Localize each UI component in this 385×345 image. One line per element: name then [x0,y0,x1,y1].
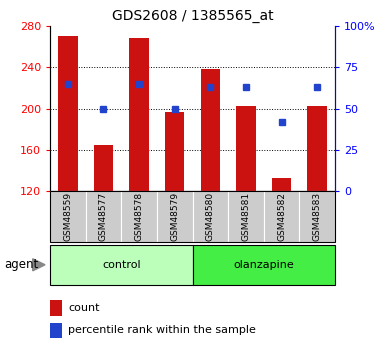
Bar [129,38,149,191]
Bar [236,106,256,191]
Text: GSM48578: GSM48578 [135,192,144,241]
Text: olanzapine: olanzapine [233,260,294,270]
Text: GSM48581: GSM48581 [241,192,250,241]
Title: GDS2608 / 1385565_at: GDS2608 / 1385565_at [112,9,273,23]
Bar [307,106,327,191]
Text: agent: agent [4,258,38,271]
Text: GSM48579: GSM48579 [170,192,179,241]
Bar [272,178,291,191]
Text: count: count [68,303,100,313]
Text: GSM48580: GSM48580 [206,192,215,241]
Bar [165,112,184,191]
Text: GSM48582: GSM48582 [277,192,286,241]
Bar [94,145,113,191]
Text: GSM48583: GSM48583 [313,192,321,241]
Bar [201,69,220,191]
Text: percentile rank within the sample: percentile rank within the sample [68,325,256,335]
Text: GSM48559: GSM48559 [64,192,72,241]
Text: GSM48577: GSM48577 [99,192,108,241]
Bar [58,36,78,191]
Text: control: control [102,260,141,270]
